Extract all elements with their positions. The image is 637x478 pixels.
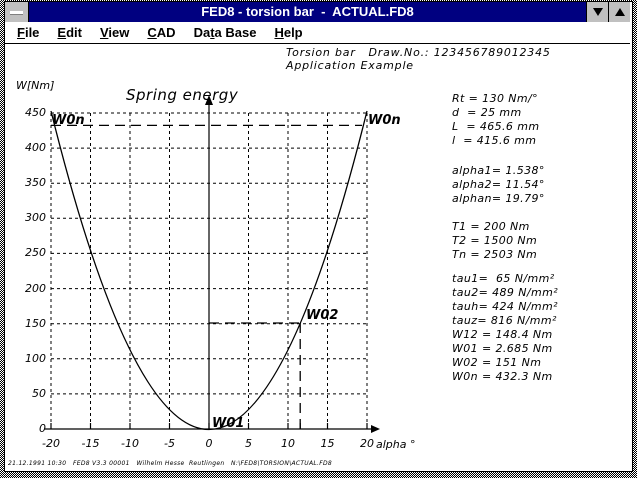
x-tick-20: 20 <box>360 437 374 450</box>
result-T2: T2 = 1500 Nm <box>452 234 538 247</box>
menu-help[interactable]: Help <box>274 25 303 40</box>
annotation-lines <box>51 124 362 429</box>
result-alpha2: alpha2= 11.54° <box>452 178 545 191</box>
maximize-button[interactable] <box>608 2 630 22</box>
x-axis <box>44 423 372 430</box>
chart-title: Spring energy <box>126 86 239 104</box>
x-tick-0: 0 <box>205 437 213 450</box>
y-tick-400: 400 <box>25 141 46 154</box>
y-tick-100: 100 <box>25 352 46 365</box>
result-tau1: tau1= 65 N/mm² <box>452 272 555 285</box>
result-alpha1: alpha1= 1.538° <box>452 164 545 177</box>
result-rt: Rt = 130 Nm/° <box>452 92 539 105</box>
y-tick-300: 300 <box>25 211 46 224</box>
menu-database[interactable]: Data Base <box>193 25 257 40</box>
result-tauh: tauh= 424 N/mm² <box>452 300 558 313</box>
result-W12: W12 = 148.4 Nm <box>452 328 553 341</box>
y-tick-350: 350 <box>25 176 46 189</box>
x-axis-label: alpha ° <box>376 438 416 451</box>
result-alphan: alphan= 19.79° <box>452 192 545 205</box>
y-tick-250: 250 <box>25 246 46 259</box>
menu-edit[interactable]: Edit <box>57 25 82 40</box>
result-T1: T1 = 200 Nm <box>452 220 530 233</box>
x-tick-m10: -10 <box>121 437 139 450</box>
x-tick-m15: -15 <box>81 437 100 450</box>
x-tick-m5: -5 <box>164 437 175 450</box>
result-Tn: Tn = 2503 Nm <box>452 248 538 261</box>
w01-label: W01 <box>212 416 245 431</box>
w0n-label-left: W0n <box>52 113 85 128</box>
drawing-header-line1: Torsion bar Draw.No.: 123456789012345 <box>286 46 551 59</box>
result-l: l = 415.6 mm <box>452 134 537 147</box>
x-tick-10: 10 <box>281 437 295 450</box>
window-title: FED8 - torsion bar - ACTUAL.FD8 <box>201 4 414 19</box>
result-W01: W01 = 2.685 Nm <box>452 342 553 355</box>
menu-bar: File Edit View CAD Data Base Help <box>5 22 630 44</box>
vertical-gridlines <box>50 113 368 429</box>
result-L: L = 465.6 mm <box>452 120 540 133</box>
minimize-button[interactable] <box>586 2 608 22</box>
status-bar-text: 21.12.1991 10:30 FED8 V3.3 00001 Wilhelm… <box>8 460 333 467</box>
w0n-label-right: W0n <box>368 113 401 128</box>
x-tick-5: 5 <box>245 437 252 450</box>
app-window <box>4 1 633 472</box>
minimize-icon <box>592 8 603 16</box>
w02-label: W02 <box>306 308 339 323</box>
maximize-icon <box>614 8 625 16</box>
result-d: d = 25 mm <box>452 106 522 119</box>
x-tick-m20: -20 <box>42 437 60 450</box>
y-tick-150: 150 <box>25 317 46 330</box>
y-axis-label: W[Nm] <box>16 79 55 92</box>
result-tauz: tauz= 816 N/mm² <box>452 314 557 327</box>
y-tick-0: 0 <box>39 422 46 435</box>
spring-energy-curve <box>50 110 368 431</box>
menu-cad[interactable]: CAD <box>147 25 176 40</box>
menu-file[interactable]: File <box>17 25 40 40</box>
y-tick-200: 200 <box>25 282 46 295</box>
title-bar: FED8 - torsion bar - ACTUAL.FD8 <box>5 2 630 22</box>
drawing-header-line2: Application Example <box>286 59 414 72</box>
y-tick-450: 450 <box>25 106 46 119</box>
result-W0n: W0n = 432.3 Nm <box>452 370 553 383</box>
y-tick-50: 50 <box>32 387 46 400</box>
menu-view[interactable]: View <box>99 25 130 40</box>
result-W02: W02 = 151 Nm <box>452 356 542 369</box>
system-menu-button[interactable] <box>5 2 29 22</box>
result-tau2: tau2= 489 N/mm² <box>452 286 559 299</box>
y-axis-arrow-icon <box>205 95 213 105</box>
x-axis-arrow-icon <box>371 425 380 433</box>
x-tick-15: 15 <box>320 437 335 450</box>
results-panel: Rt = 130 Nm/° d = 25 mm L = 465.6 mm l =… <box>452 92 637 384</box>
system-menu-icon <box>10 10 23 14</box>
